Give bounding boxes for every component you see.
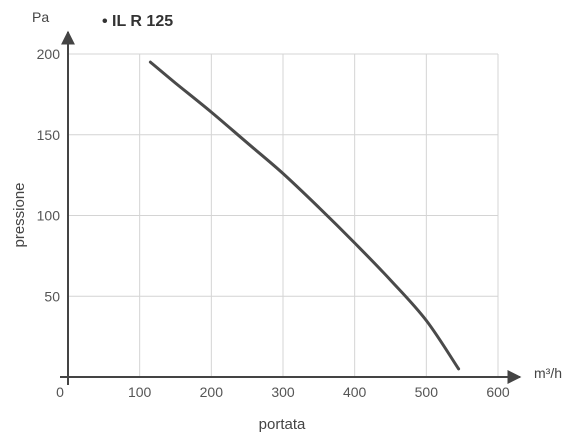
y-unit-label: Pa bbox=[32, 9, 49, 25]
x-axis-label: portata bbox=[259, 416, 306, 432]
x-unit-label: m³/h bbox=[534, 365, 562, 381]
x-tick-labels: 0 100 200 300 400 500 600 bbox=[56, 384, 510, 400]
series-curves bbox=[148, 60, 461, 371]
y-tick-label: 200 bbox=[37, 46, 61, 62]
x-tick-label: 600 bbox=[486, 384, 510, 400]
x-tick-label: 0 bbox=[56, 384, 64, 400]
grid bbox=[68, 53, 499, 377]
y-tick-label: 50 bbox=[44, 288, 60, 304]
x-tick-label: 400 bbox=[343, 384, 367, 400]
x-tick-label: 500 bbox=[415, 384, 439, 400]
series-line bbox=[148, 60, 461, 371]
y-tick-label: 100 bbox=[37, 208, 61, 224]
x-tick-label: 200 bbox=[200, 384, 224, 400]
y-tick-label: 150 bbox=[37, 127, 61, 143]
chart-title: • IL R 125 bbox=[102, 13, 173, 30]
x-tick-label: 100 bbox=[128, 384, 152, 400]
y-tick-labels: 50 100 150 200 bbox=[37, 46, 61, 304]
y-axis-label: pressione bbox=[11, 182, 28, 247]
x-tick-label: 300 bbox=[271, 384, 295, 400]
